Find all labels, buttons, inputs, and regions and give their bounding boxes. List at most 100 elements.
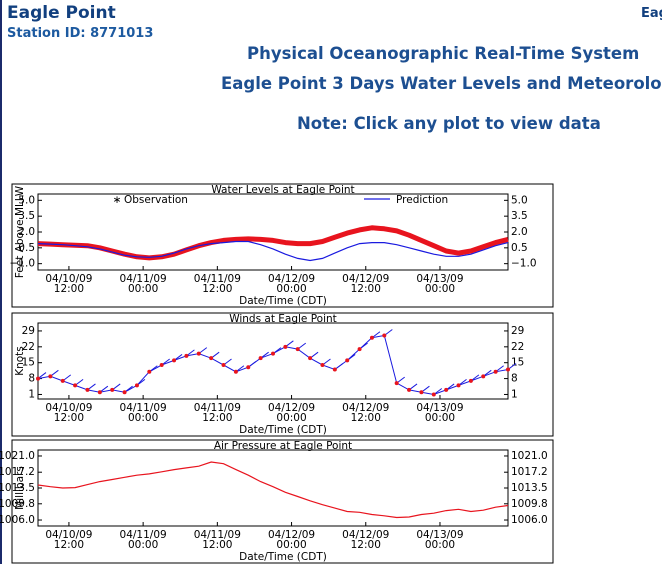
wind-point [147,369,152,374]
chart-frame [11,439,554,564]
x-tick-label: 12:00 [202,539,232,551]
wind-point [283,344,288,349]
chart[interactable]: Water Levels at Eagle Point 5.0 3.5 2.0 0.5 −… [10,183,554,308]
x-tick-label: 12:00 [202,412,232,424]
y-axis-label: Feet Above MLLW [14,185,26,278]
y-tick-label: 2.0 [18,226,35,238]
y-tick-label: 29 [22,325,35,337]
wind-point [122,390,127,395]
x-tick-label: 12:00 [202,283,232,295]
wind-point [85,387,90,392]
y2-tick-label: 5.0 [511,194,528,206]
system-title: Physical Oceanographic Real-Time System [247,44,640,63]
x-tick-label: 04/11/09 [194,273,241,285]
series-line [37,240,509,262]
wind-point [73,383,78,388]
wind-point [246,365,251,370]
wind-point [258,356,263,361]
wind-point [97,390,102,395]
wind-point [196,351,201,356]
x-tick-label: 04/11/09 [194,402,241,414]
wind-point [369,335,374,340]
chart[interactable]: Air Pressure at Eagle Point 1021.0 1017.2 1… [0,439,554,564]
x-tick-label: 04/12/09 [342,273,389,285]
wind-point [468,378,473,383]
x-tick-label: 00:00 [128,412,158,424]
wind-point [233,369,238,374]
y-tick-label: 22 [22,341,35,353]
wind-point [295,347,300,352]
x-tick-label: 00:00 [276,283,306,295]
wind-point [493,369,498,374]
chart-title: Water Levels at Eagle Point [211,184,354,196]
x-tick-label: 04/11/09 [120,402,167,414]
y-tick-label: 1006.0 [0,514,35,526]
y-tick-label: 8 [28,373,35,385]
wind-point [382,333,387,338]
wind-point [357,347,362,352]
wind-point [431,392,436,397]
y2-tick-label: 3.5 [511,210,528,222]
legend-marker: ∗ [113,194,122,206]
x-tick-label: 04/12/09 [342,529,389,541]
x-tick-label: 12:00 [54,412,84,424]
wind-point [184,353,189,358]
chart-title: Winds at Eagle Point [229,313,337,325]
wind-point [481,374,486,379]
x-tick-label: 04/12/09 [268,529,315,541]
wind-point [134,383,139,388]
y2-tick-label: 1009.8 [511,498,548,510]
y2-tick-label: 1 [511,388,518,400]
y-tick-label: 5.0 [18,194,35,206]
wind-point [407,387,412,392]
x-tick-label: 12:00 [351,412,381,424]
chart[interactable]: Winds at Eagle Point 29 22 15 8 1 29 22 15 8 1 04/1… [11,312,554,437]
y2-tick-label: 8 [511,373,518,385]
y-tick-label: −1.0 [10,258,36,270]
legend-label: Observation [124,194,188,206]
x-tick-label: 12:00 [351,539,381,551]
x-tick-label: 04/11/09 [120,529,167,541]
x-tick-label: 04/12/09 [342,402,389,414]
wind-point [444,387,449,392]
left-border [0,0,2,564]
y-tick-label: 1009.8 [0,498,35,510]
y-tick-label: 1 [28,388,35,400]
wind-point [48,374,53,379]
x-axis-label: Date/Time (CDT) [239,424,327,436]
x-tick-label: 00:00 [128,539,158,551]
x-tick-label: 04/10/09 [45,529,92,541]
wind-point [209,356,214,361]
page-title: Eagle Point 3 Days Water Levels and Mete… [221,74,662,93]
wind-point [456,383,461,388]
y2-tick-label: 1006.0 [511,514,548,526]
x-tick-label: 12:00 [351,283,381,295]
x-axis-label: Date/Time (CDT) [239,551,327,563]
x-tick-label: 00:00 [425,283,455,295]
wind-point [394,381,399,386]
series-line [37,461,509,519]
wind-point [159,362,164,367]
x-tick-label: 04/12/09 [268,402,315,414]
y2-tick-label: 1013.5 [511,482,548,494]
chart-frame [11,312,554,437]
x-tick-label: 04/13/09 [416,402,463,414]
x-tick-label: 04/13/09 [416,529,463,541]
y2-tick-label: −1.0 [511,258,537,270]
x-axis-label: Date/Time (CDT) [239,295,327,307]
y2-tick-label: 2.0 [511,226,528,238]
wind-point [320,362,325,367]
y-axis-label: Knots [14,346,26,376]
wind-point [221,362,226,367]
y-tick-label: 15 [22,357,35,369]
station-name: Eagle Point [7,3,116,23]
y-tick-label: 1017.2 [0,466,35,478]
y2-tick-label: 15 [511,357,524,369]
cut-off-link[interactable]: Eag [641,6,662,21]
plot-area [37,322,509,400]
wind-point [506,367,510,372]
wind-point [110,387,115,392]
x-tick-label: 00:00 [276,539,306,551]
